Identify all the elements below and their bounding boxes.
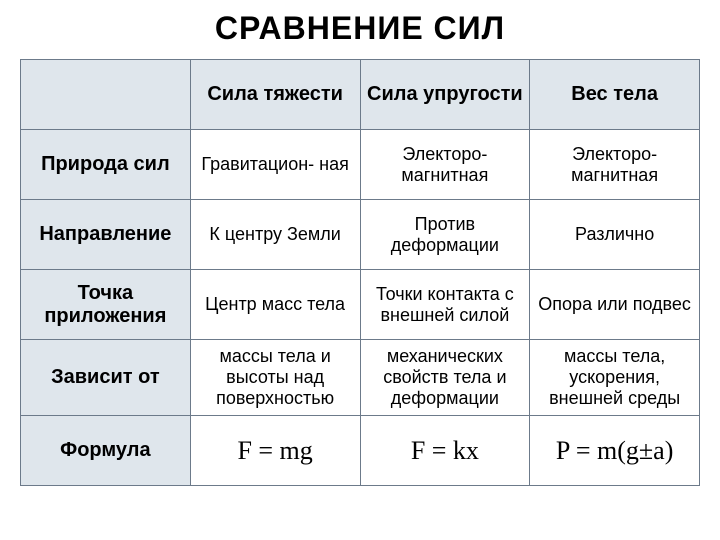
comparison-table: Сила тяжести Сила упругости Вес тела При…: [20, 59, 700, 486]
cell-4-0: F = mg: [190, 416, 360, 486]
cell-1-0: К центру Земли: [190, 200, 360, 270]
table-row: Формула F = mg F = kx P = m(g±a): [21, 416, 700, 486]
page-title: СРАВНЕНИЕ СИЛ: [20, 10, 700, 47]
header-corner: [21, 60, 191, 130]
row-header-4: Формула: [21, 416, 191, 486]
table-header-row: Сила тяжести Сила упругости Вес тела: [21, 60, 700, 130]
header-col-3: Вес тела: [530, 60, 700, 130]
row-header-0: Природа сил: [21, 130, 191, 200]
cell-4-2: P = m(g±a): [530, 416, 700, 486]
cell-0-2: Электоро- магнитная: [530, 130, 700, 200]
table-row: Природа сил Гравитацион- ная Электоро- м…: [21, 130, 700, 200]
cell-2-0: Центр масс тела: [190, 270, 360, 340]
cell-2-1: Точки контакта с внешней силой: [360, 270, 530, 340]
cell-4-1: F = kx: [360, 416, 530, 486]
cell-2-2: Опора или подвес: [530, 270, 700, 340]
cell-1-1: Против деформации: [360, 200, 530, 270]
cell-3-0: массы тела и высоты над поверхностью: [190, 340, 360, 416]
row-header-3: Зависит от: [21, 340, 191, 416]
cell-0-1: Электоро- магнитная: [360, 130, 530, 200]
cell-0-0: Гравитацион- ная: [190, 130, 360, 200]
cell-1-2: Различно: [530, 200, 700, 270]
row-header-2: Точка приложения: [21, 270, 191, 340]
table-row: Зависит от массы тела и высоты над повер…: [21, 340, 700, 416]
table-row: Направление К центру Земли Против деформ…: [21, 200, 700, 270]
table-row: Точка приложения Центр масс тела Точки к…: [21, 270, 700, 340]
cell-3-2: массы тела, ускорения, внешней среды: [530, 340, 700, 416]
row-header-1: Направление: [21, 200, 191, 270]
header-col-2: Сила упругости: [360, 60, 530, 130]
cell-3-1: механических свойств тела и деформации: [360, 340, 530, 416]
header-col-1: Сила тяжести: [190, 60, 360, 130]
